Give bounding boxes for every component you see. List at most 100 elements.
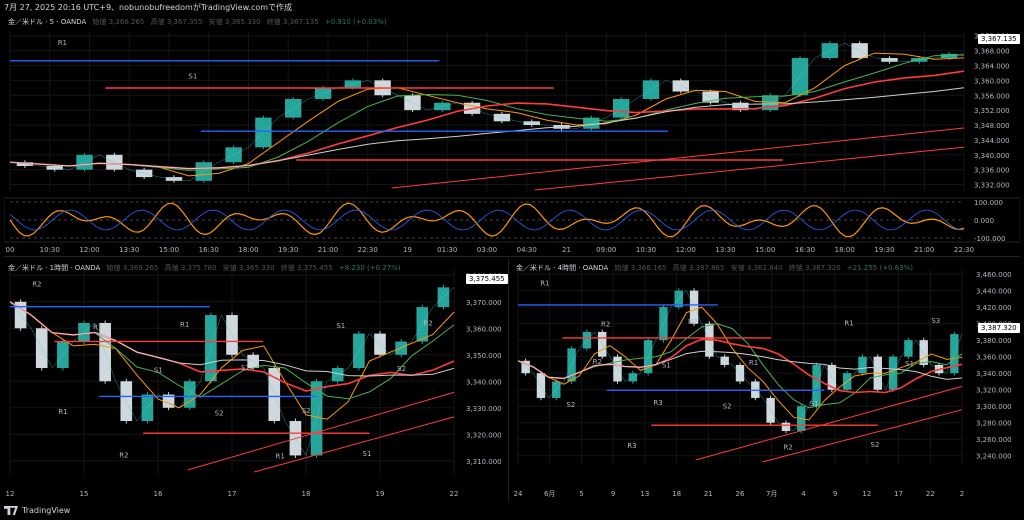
time-tick-label: 13:30 [119, 246, 139, 254]
stat-open: 始値 3,366.265 [92, 18, 145, 26]
trend-line [695, 385, 963, 461]
price-tick-label: 3,320.000 [466, 431, 502, 439]
time-tick-label: 00 [6, 246, 15, 254]
trend-line [254, 416, 455, 473]
time-tick-label: 13:30 [715, 246, 735, 254]
time-tick-label: 13 [640, 490, 649, 498]
price-tick-label: 3,344.000 [974, 137, 1010, 145]
time-tick-label: 03:00 [477, 246, 497, 254]
sr-label: R2 [593, 358, 602, 366]
time-tick-label: 19 [403, 246, 412, 254]
stat-change: +21.255 (+0.63%) [846, 264, 914, 272]
price-tick-label: 3,420.000 [976, 304, 1012, 312]
sr-label: R2 [601, 320, 610, 328]
time-tick-label: 22:30 [954, 246, 974, 254]
time-tick-label: 9 [833, 490, 837, 498]
time-tick-label: 21:00 [318, 246, 338, 254]
time-tick-label: 2 [960, 490, 964, 498]
stat-low: 安値 3,365.330 [222, 264, 275, 272]
sr-label: S1 [188, 73, 197, 81]
last-price-tag: 3,375.455 [466, 274, 508, 284]
sr-label: S1 [662, 361, 671, 369]
price-tick-label: 3,352.000 [974, 107, 1010, 115]
sr-label: S2 [302, 407, 311, 415]
sr-label: S2 [397, 365, 406, 373]
time-tick-label: 04:30 [517, 246, 537, 254]
chart-5min[interactable]: 金／米ドル · 5 · OANDA 始値 3,366.265 高値 3,367.… [4, 12, 1020, 257]
sr-label: R3 [627, 442, 636, 450]
price-tick-label: 3,380.000 [976, 337, 1012, 345]
sr-label: R1 [93, 323, 102, 331]
time-tick-label: 01:30 [437, 246, 457, 254]
chart-1h-title: 金／米ドル · 1時間 · OANDA [8, 264, 101, 272]
time-tick-label: 16:30 [199, 246, 219, 254]
time-tick-label: 24 [514, 490, 523, 498]
price-tick-label: 3,340.000 [974, 152, 1010, 160]
osc-d-line [9, 209, 965, 231]
sr-label: R1 [276, 452, 285, 460]
time-tick-label: 21 [562, 246, 571, 254]
close-series-line [9, 42, 965, 182]
price-tick-label: 3,260.000 [976, 436, 1012, 444]
chart-4h-canvas: 3,460.0003,440.0003,420.0003,400.0003,38… [514, 270, 1012, 498]
price-tick-label: 3,340.000 [976, 370, 1012, 378]
sr-label: R1 [540, 280, 549, 288]
time-tick-label: 21 [704, 490, 713, 498]
ma-trend-line [9, 87, 965, 170]
time-tick-label: 12:00 [676, 246, 696, 254]
sr-label: R2 [32, 280, 41, 288]
price-tick-label: 3,364.000 [974, 62, 1010, 70]
time-tick-label: 17 [894, 490, 903, 498]
stat-close: 終値 3,375.455 [280, 264, 333, 272]
sr-label: S1 [241, 364, 250, 372]
time-tick-label: 21:00 [914, 246, 934, 254]
sr-label: R1 [844, 319, 853, 327]
sr-label: R1 [58, 408, 67, 416]
time-tick-label: 5 [579, 490, 583, 498]
osc-tick-label: -100.000 [974, 235, 1005, 243]
ma-short-line [517, 306, 963, 421]
price-tick-label: 3,340.000 [466, 378, 502, 386]
stat-close: 終値 3,387.320 [788, 264, 841, 272]
footer-brand[interactable]: TradingView [4, 506, 70, 515]
trend-line [187, 391, 455, 471]
time-tick-label: 18:00 [835, 246, 855, 254]
time-tick-label: 26 [736, 490, 745, 498]
time-tick-label: 18 [302, 490, 311, 498]
chart-4h[interactable]: 金／米ドル · 4時間 · OANDA 始値 3,366.165 高値 3,38… [512, 258, 1020, 502]
tradingview-logo-icon [4, 506, 18, 515]
stat-change: +8.230 (+0.27%) [338, 264, 401, 272]
price-tick-label: 3,360.000 [466, 325, 502, 333]
time-tick-label: 19:30 [874, 246, 894, 254]
sr-label: S1 [336, 322, 345, 330]
time-tick-label: 09:00 [596, 246, 616, 254]
sr-label: R2 [688, 318, 697, 326]
price-tick-label: 3,280.000 [976, 420, 1012, 428]
price-tick-label: 3,330.000 [466, 405, 502, 413]
price-tick-label: 3,320.000 [976, 387, 1012, 395]
sr-label: R2 [119, 451, 128, 459]
price-tick-label: 3,350.000 [466, 352, 502, 360]
chart-1h[interactable]: 金／米ドル · 1時間 · OANDA 始値 3,369.265 高値 3,37… [4, 258, 509, 502]
footer-brand-label: TradingView [22, 506, 71, 515]
trend-line [534, 146, 965, 191]
sr-label: R1 [180, 321, 189, 329]
ma-trend-line [9, 301, 455, 377]
sr-label: S1 [810, 400, 819, 408]
stat-change: +0.910 (+0.03%) [324, 18, 387, 26]
time-tick-label: 22 [450, 490, 459, 498]
chart-1h-canvas: 3,380.0003,370.0003,360.0003,350.0003,34… [6, 270, 502, 498]
time-tick-label: 19:30 [278, 246, 298, 254]
sr-label: S3 [931, 317, 940, 325]
sr-label: R2 [784, 443, 793, 451]
price-tick-label: 3,336.000 [974, 167, 1010, 175]
ma-mid-line [9, 54, 965, 171]
time-tick-label: 15:00 [159, 246, 179, 254]
time-tick-label: 10:30 [40, 246, 60, 254]
time-tick-label: 22 [926, 490, 935, 498]
sr-label: R1 [58, 39, 67, 47]
time-tick-label: 15 [80, 490, 89, 498]
trend-line [762, 409, 963, 463]
price-tick-label: 3,370.000 [466, 299, 502, 307]
price-tick-label: 3,360.000 [976, 354, 1012, 362]
